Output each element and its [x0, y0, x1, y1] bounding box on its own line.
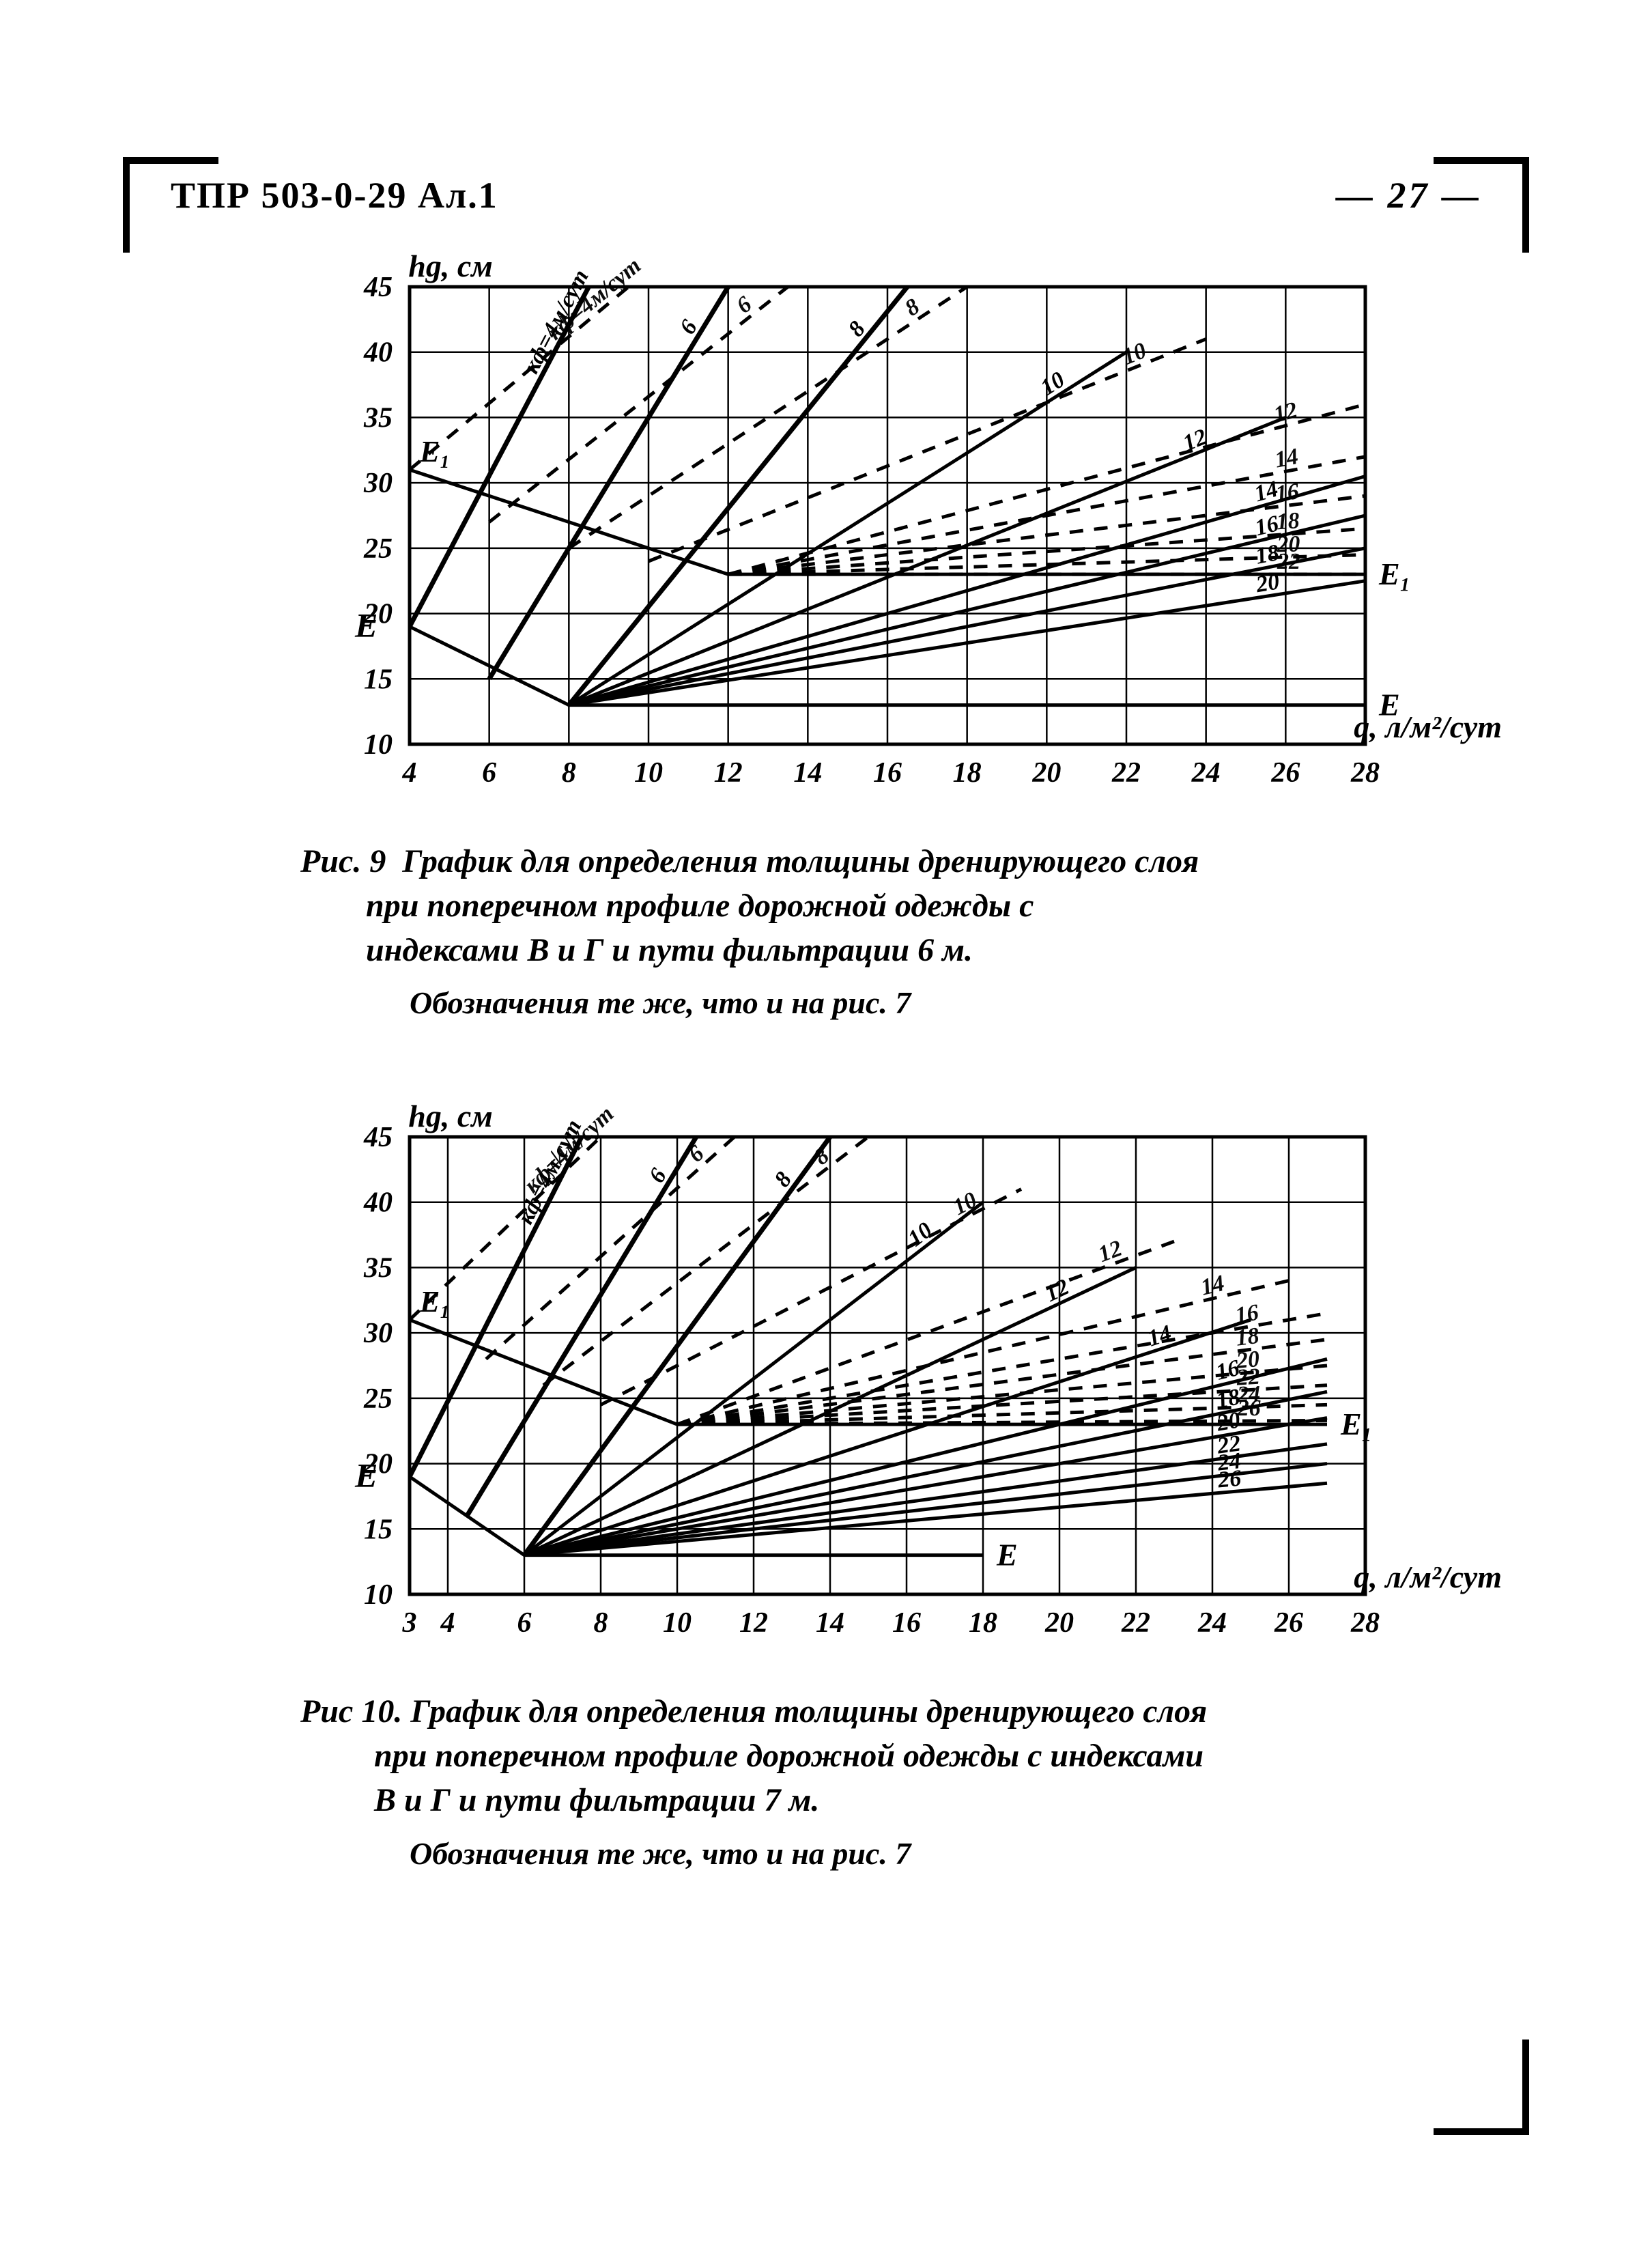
svg-text:10: 10 [364, 729, 393, 761]
svg-text:26: 26 [1237, 1396, 1261, 1421]
svg-text:14: 14 [793, 757, 822, 789]
figure-10-caption: Рис 10. График для определения толщины д… [300, 1690, 1488, 1822]
svg-text:14: 14 [816, 1607, 844, 1639]
svg-text:hg, см: hg, см [408, 1099, 493, 1133]
svg-text:14: 14 [1198, 1271, 1227, 1301]
svg-text:10: 10 [949, 1187, 981, 1220]
svg-text:6: 6 [517, 1607, 532, 1639]
svg-text:8: 8 [594, 1607, 608, 1639]
svg-text:26: 26 [1274, 1607, 1303, 1639]
svg-text:6: 6 [732, 292, 756, 319]
svg-text:12: 12 [739, 1607, 768, 1639]
svg-text:12: 12 [714, 757, 743, 789]
svg-text:16: 16 [873, 757, 902, 789]
svg-text:45: 45 [363, 1122, 393, 1153]
svg-text:кф=4м/сут: кф=4м/сут [519, 1101, 619, 1198]
svg-text:E: E [354, 1456, 378, 1495]
svg-text:16: 16 [892, 1607, 921, 1639]
svg-text:4: 4 [402, 757, 417, 789]
svg-text:14: 14 [1273, 444, 1300, 473]
svg-text:26: 26 [1270, 757, 1300, 789]
svg-text:6: 6 [644, 1165, 672, 1188]
figure-10-caption-sub: Обозначения те же, что и на рис. 7 [410, 1835, 1488, 1872]
svg-text:25: 25 [363, 1383, 393, 1415]
svg-text:24: 24 [1191, 757, 1221, 789]
svg-text:28: 28 [1350, 1607, 1380, 1639]
svg-text:35: 35 [363, 1253, 393, 1284]
svg-text:15: 15 [364, 1514, 393, 1546]
svg-text:22: 22 [1121, 1607, 1150, 1639]
figure-9: 468101214161820222426281015202530354045h… [150, 246, 1529, 1021]
svg-text:E₁: E₁ [419, 435, 451, 468]
svg-text:12: 12 [1041, 1275, 1073, 1308]
svg-text:22: 22 [1277, 549, 1300, 574]
figure-10: 3468101214161820222426281015202530354045… [150, 1096, 1529, 1871]
svg-text:28: 28 [1350, 757, 1380, 789]
svg-text:10: 10 [1119, 338, 1150, 370]
svg-text:22: 22 [1111, 757, 1141, 789]
svg-text:6: 6 [482, 757, 496, 789]
chart-9: 468101214161820222426281015202530354045h… [287, 246, 1515, 813]
svg-text:8: 8 [900, 294, 924, 321]
doc-code: ТПР 503-0-29 Ал.1 [171, 174, 498, 216]
svg-text:E₁: E₁ [1378, 556, 1411, 591]
figure-9-caption: Рис. 9 График для определения толщины др… [300, 840, 1488, 972]
svg-text:q, л/м²/сут: q, л/м²/сут [1354, 709, 1502, 744]
svg-text:10: 10 [663, 1607, 692, 1639]
page-number: — 27 — [1336, 174, 1481, 216]
svg-text:E: E [354, 606, 378, 645]
svg-text:40: 40 [363, 1187, 393, 1219]
svg-text:hg, см: hg, см [408, 249, 493, 283]
svg-text:40: 40 [363, 337, 393, 369]
crop-mark-br [1434, 2040, 1529, 2135]
svg-text:10: 10 [634, 757, 663, 789]
svg-text:30: 30 [363, 468, 393, 499]
svg-text:10: 10 [364, 1579, 393, 1611]
svg-text:E: E [996, 1538, 1018, 1572]
page-header: ТПР 503-0-29 Ал.1 — 27 — [171, 174, 1481, 216]
svg-text:18: 18 [969, 1607, 997, 1639]
svg-text:20: 20 [1044, 1607, 1074, 1639]
svg-text:30: 30 [363, 1318, 393, 1350]
svg-text:6: 6 [675, 315, 702, 339]
svg-text:15: 15 [364, 664, 393, 695]
svg-text:24: 24 [1197, 1607, 1227, 1639]
svg-text:8: 8 [562, 757, 576, 789]
svg-text:q, л/м²/сут: q, л/м²/сут [1354, 1560, 1502, 1594]
svg-text:E₁: E₁ [1340, 1407, 1373, 1442]
svg-text:4: 4 [440, 1607, 455, 1639]
svg-text:26: 26 [1216, 1466, 1242, 1493]
svg-text:18: 18 [953, 757, 982, 789]
svg-text:E₁: E₁ [419, 1285, 451, 1318]
svg-text:16: 16 [1274, 479, 1300, 507]
svg-text:45: 45 [363, 272, 393, 303]
svg-text:25: 25 [363, 533, 393, 565]
svg-text:35: 35 [363, 402, 393, 434]
svg-text:20: 20 [1031, 757, 1061, 789]
svg-text:3: 3 [402, 1607, 417, 1639]
svg-text:E: E [1378, 688, 1400, 722]
figure-9-caption-sub: Обозначения те же, что и на рис. 7 [410, 985, 1488, 1021]
chart-10: 3468101214161820222426281015202530354045… [287, 1096, 1515, 1663]
